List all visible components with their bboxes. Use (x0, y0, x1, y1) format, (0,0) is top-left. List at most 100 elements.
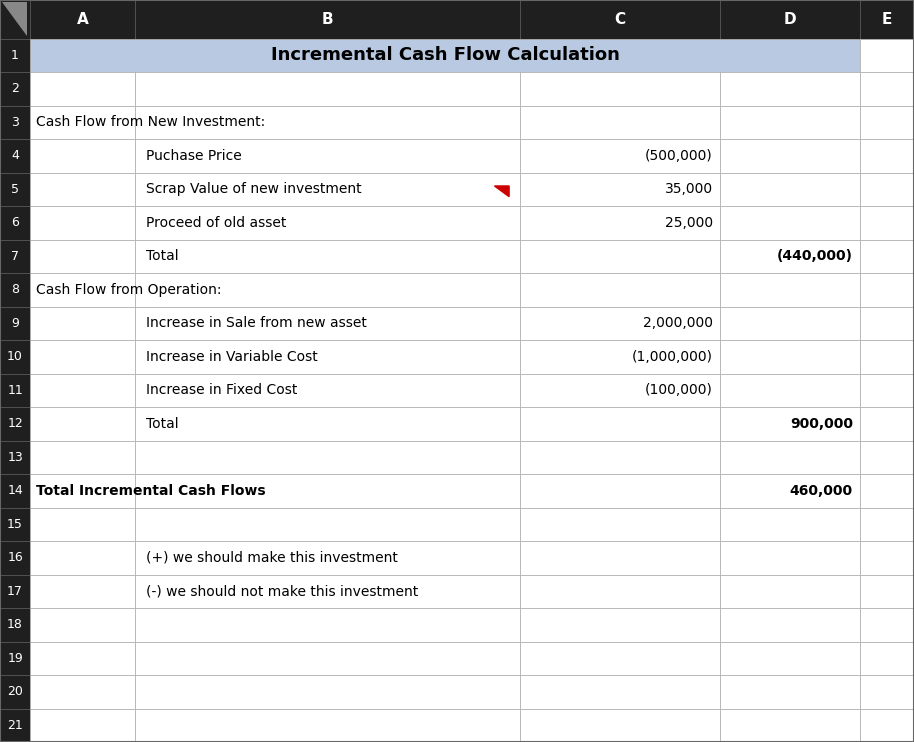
Text: 13: 13 (7, 451, 23, 464)
Bar (520, 373, 720, 407)
Bar (30, 675, 135, 709)
Text: Puchase Price: Puchase Price (146, 149, 242, 162)
Bar (860, 306, 914, 340)
Bar (860, 574, 914, 608)
Bar (135, 273, 520, 306)
Bar (30, 642, 135, 675)
Text: Total Incremental Cash Flows: Total Incremental Cash Flows (36, 484, 265, 498)
Bar (720, 541, 860, 574)
Bar (860, 675, 914, 709)
Bar (720, 675, 860, 709)
Bar (520, 574, 720, 608)
Text: B: B (322, 12, 334, 27)
Bar (520, 541, 720, 574)
Text: 35,000: 35,000 (664, 183, 713, 197)
Text: 10: 10 (7, 350, 23, 364)
Text: (100,000): (100,000) (645, 384, 713, 397)
Bar (520, 441, 720, 474)
Bar (0, 206, 30, 240)
Bar (135, 709, 520, 742)
Bar (520, 407, 720, 441)
Bar (135, 240, 520, 273)
Bar (720, 407, 860, 441)
Text: A: A (77, 12, 89, 27)
Bar (135, 642, 520, 675)
Bar (520, 72, 720, 105)
Text: (+) we should make this investment: (+) we should make this investment (146, 551, 399, 565)
Bar (0, 105, 30, 139)
Bar (520, 273, 720, 306)
Bar (520, 642, 720, 675)
Bar (0, 340, 30, 373)
Bar (520, 306, 720, 340)
Bar (0, 39, 30, 72)
Bar (135, 541, 520, 574)
Bar (720, 273, 860, 306)
Text: Proceed of old asset: Proceed of old asset (146, 216, 287, 230)
Bar (520, 105, 720, 139)
Bar (860, 608, 914, 642)
Bar (720, 642, 860, 675)
Bar (30, 173, 135, 206)
Bar (135, 608, 520, 642)
Bar (135, 675, 520, 709)
Bar (520, 709, 720, 742)
Bar (0, 273, 30, 306)
Bar (30, 139, 135, 173)
Bar (860, 541, 914, 574)
Bar (30, 508, 135, 541)
Bar (0, 574, 30, 608)
Bar (520, 474, 720, 508)
Bar (860, 373, 914, 407)
Bar (30, 541, 135, 574)
Text: Increase in Sale from new asset: Increase in Sale from new asset (146, 316, 367, 330)
Bar (720, 306, 860, 340)
Bar (30, 340, 135, 373)
Bar (30, 105, 135, 139)
Bar (860, 173, 914, 206)
Bar (30, 441, 135, 474)
Bar (0, 407, 30, 441)
Bar (0, 541, 30, 574)
Bar (0, 608, 30, 642)
Text: Scrap Value of new investment: Scrap Value of new investment (146, 183, 362, 197)
Text: 15: 15 (7, 518, 23, 531)
Bar (720, 240, 860, 273)
Bar (135, 206, 520, 240)
Text: Cash Flow from Operation:: Cash Flow from Operation: (36, 283, 221, 297)
Bar (720, 139, 860, 173)
Bar (30, 273, 135, 306)
Bar (720, 173, 860, 206)
Text: 19: 19 (7, 651, 23, 665)
Bar (135, 173, 520, 206)
Text: D: D (784, 12, 796, 27)
Bar (0, 0, 30, 39)
Text: (500,000): (500,000) (645, 149, 713, 162)
Bar (0, 474, 30, 508)
Text: 11: 11 (7, 384, 23, 397)
Bar (720, 608, 860, 642)
Bar (30, 0, 135, 39)
Bar (860, 240, 914, 273)
Bar (720, 105, 860, 139)
Bar (0, 373, 30, 407)
Polygon shape (2, 2, 27, 36)
Bar (860, 72, 914, 105)
Bar (30, 608, 135, 642)
Text: Total: Total (146, 249, 179, 263)
Text: 6: 6 (11, 217, 19, 229)
Bar (860, 340, 914, 373)
Bar (135, 0, 520, 39)
Text: 900,000: 900,000 (790, 417, 853, 431)
Bar (860, 0, 914, 39)
Text: (1,000,000): (1,000,000) (632, 349, 713, 364)
Text: 14: 14 (7, 485, 23, 497)
Text: Total: Total (146, 417, 179, 431)
Bar (135, 407, 520, 441)
Bar (860, 441, 914, 474)
Bar (0, 139, 30, 173)
Bar (860, 508, 914, 541)
Text: Incremental Cash Flow Calculation: Incremental Cash Flow Calculation (271, 46, 620, 65)
Bar (720, 574, 860, 608)
Bar (520, 675, 720, 709)
